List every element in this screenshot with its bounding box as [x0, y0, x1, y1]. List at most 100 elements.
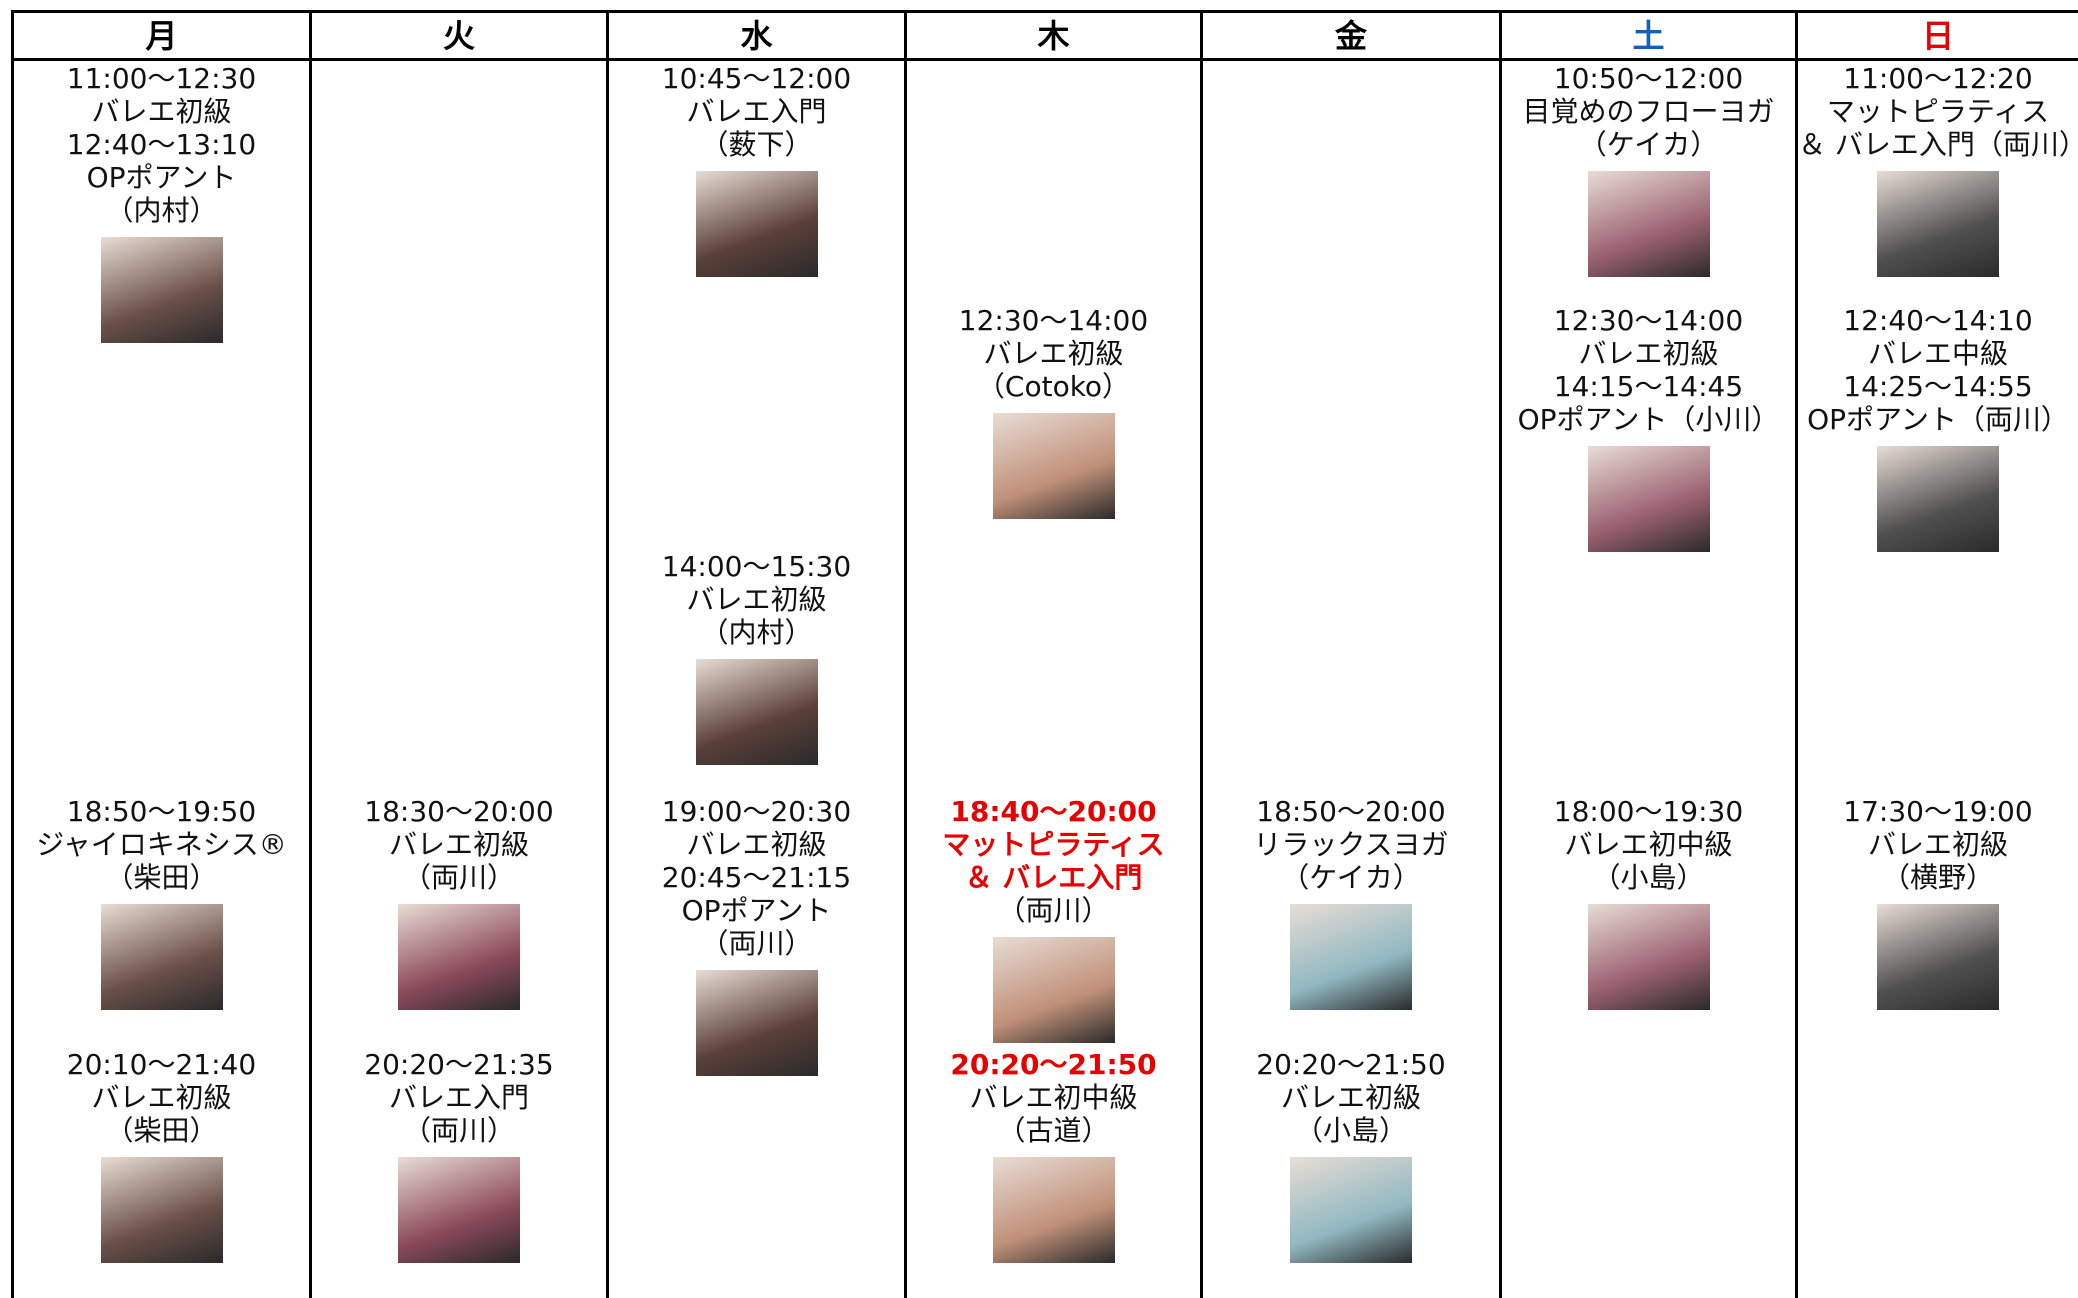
- class-text: 20:20〜21:50: [1256, 1048, 1446, 1081]
- class-text: 18:30〜20:00: [364, 795, 554, 828]
- instructor-photo: [398, 904, 520, 1010]
- day-header: 日: [1798, 10, 2078, 61]
- class-entry: 12:30〜14:00 バレエ初級 14:15〜14:45 OPポアント（小川）: [1502, 304, 1795, 552]
- class-text: （薮下）: [700, 128, 813, 161]
- day-header: 月: [14, 10, 309, 61]
- class-text: 12:40〜13:10: [66, 128, 257, 161]
- class-text: ＆ バレエ入門: [964, 861, 1143, 894]
- instructor-photo: [100, 1157, 223, 1263]
- instructor-photo: [1587, 171, 1710, 277]
- class-text: （両川）: [700, 927, 813, 960]
- class-text: 12:40〜14:10: [1843, 304, 2033, 337]
- class-text: ＆ バレエ入門（両川）: [1798, 128, 2078, 161]
- instructor-photo: [992, 937, 1115, 1043]
- class-text: （ケイカ）: [1281, 861, 1421, 894]
- class-entry: 11:00〜12:20 マットピラティス＆ バレエ入門（両川）: [1798, 62, 2078, 277]
- day-column: 日 11:00〜12:20 マットピラティス＆ バレエ入門（両川） 12:40〜14:…: [1795, 10, 2078, 1298]
- instructor-photo: [695, 970, 818, 1076]
- class-text: バレエ初中級: [1564, 828, 1733, 861]
- class-text: （内村）: [700, 616, 813, 649]
- class-text: （両川）: [402, 1114, 515, 1147]
- instructor-photo: [1587, 904, 1710, 1010]
- class-text: リラックスヨガ: [1253, 828, 1449, 861]
- class-entry: 10:50〜12:00 目覚めのフローヨガ （ケイカ）: [1502, 62, 1795, 277]
- instructor-photo: [992, 1157, 1115, 1263]
- class-text: 20:20〜21:35: [364, 1048, 554, 1081]
- day-column: 土 10:50〜12:00 目覚めのフローヨガ （ケイカ） 12:30〜14:00 バレエ…: [1499, 10, 1795, 1298]
- instructor-photo: [1290, 904, 1412, 1010]
- class-entry: 20:20〜21:35 バレエ入門 （両川）: [312, 1048, 606, 1263]
- instructor-photo: [100, 237, 223, 343]
- class-text: （ケイカ）: [1578, 128, 1719, 161]
- instructor-photo: [695, 171, 818, 277]
- instructor-photo: [1290, 1157, 1412, 1263]
- class-entry: 19:00〜20:30 バレエ初級 20:45〜21:15 OPポアント （両川）: [609, 795, 904, 1076]
- class-text: マットピラティス: [942, 828, 1165, 861]
- class-text: 10:45〜12:00: [661, 62, 852, 95]
- class-text: 20:20〜21:50: [950, 1048, 1157, 1081]
- class-text: 14:00〜15:30: [661, 550, 852, 583]
- day-column: 木 12:30〜14:00 バレエ初級 （Cotoko） 18:40〜20:00 マットピ…: [904, 10, 1200, 1298]
- class-text: バレエ中級: [1867, 337, 2008, 370]
- class-text: バレエ入門: [388, 1081, 529, 1114]
- class-text: OPポアント: [681, 894, 832, 927]
- day-header: 土: [1502, 10, 1795, 61]
- class-entry: 14:00〜15:30 バレエ初級 （内村）: [609, 550, 904, 765]
- day-column: 火 18:30〜20:00 バレエ初級 （両川） 20:20〜21:35 バレエ入門 （両川…: [309, 10, 606, 1298]
- day-column: 水 10:45〜12:00 バレエ入門 （薮下） 14:00〜15:30 バレエ初級 （内村…: [606, 10, 904, 1298]
- class-text: 18:40〜20:00: [950, 795, 1157, 828]
- class-text: OPポアント（小川）: [1517, 403, 1780, 436]
- class-text: バレエ入門: [686, 95, 827, 128]
- day-header: 木: [907, 10, 1200, 61]
- class-text: 18:50〜20:00: [1256, 795, 1446, 828]
- class-text: （両川）: [402, 861, 515, 894]
- class-text: （柴田）: [105, 1114, 218, 1147]
- class-text: 目覚めのフローヨガ: [1522, 95, 1775, 128]
- class-entry: 18:50〜20:00 リラックスヨガ （ケイカ）: [1203, 795, 1499, 1010]
- class-entry: 12:40〜14:10 バレエ中級 14:25〜14:55 OPポアント（両川）: [1798, 304, 2078, 552]
- class-text: 11:00〜12:30: [66, 62, 257, 95]
- instructor-photo: [1877, 446, 1999, 552]
- class-entry: 10:45〜12:00 バレエ入門 （薮下）: [609, 62, 904, 277]
- class-text: 12:30〜14:00: [1553, 304, 1744, 337]
- instructor-photo: [992, 413, 1115, 519]
- instructor-photo: [1877, 904, 1999, 1010]
- day-column: 金 18:50〜20:00 リラックスヨガ （ケイカ） 20:20〜21:50 バレエ初級…: [1200, 10, 1499, 1298]
- class-text: （小島）: [1294, 1114, 1407, 1147]
- class-entry: 17:30〜19:00 バレエ初級 （横野）: [1798, 795, 2078, 1010]
- class-entry: 20:20〜21:50 バレエ初中級 （古道）: [907, 1048, 1200, 1263]
- class-text: 10:50〜12:00: [1553, 62, 1744, 95]
- class-text: バレエ初級: [91, 95, 232, 128]
- day-header: 金: [1203, 10, 1499, 61]
- class-text: 14:25〜14:55: [1843, 370, 2033, 403]
- class-text: バレエ初級: [1867, 828, 2008, 861]
- class-text: （内村）: [105, 194, 218, 227]
- instructor-photo: [695, 659, 818, 765]
- class-text: （両川）: [997, 894, 1110, 927]
- class-entry: 18:30〜20:00 バレエ初級 （両川）: [312, 795, 606, 1010]
- class-text: バレエ初級: [1578, 337, 1719, 370]
- class-text: 12:30〜14:00: [958, 304, 1149, 337]
- day-header: 水: [609, 10, 904, 61]
- class-text: 11:00〜12:20: [1843, 62, 2033, 95]
- class-text: OPポアント（両川）: [1807, 403, 2069, 436]
- class-text: バレエ初級: [91, 1081, 232, 1114]
- class-text: （Cotoko）: [976, 370, 1131, 403]
- class-entry: 12:30〜14:00 バレエ初級 （Cotoko）: [907, 304, 1200, 519]
- class-text: バレエ初級: [686, 828, 827, 861]
- instructor-photo: [398, 1157, 520, 1263]
- class-text: （小島）: [1592, 861, 1705, 894]
- class-entry: 18:50〜19:50 ジャイロキネシス® （柴田）: [14, 795, 309, 1010]
- class-text: （古道）: [997, 1114, 1110, 1147]
- class-text: OPポアント: [86, 161, 237, 194]
- instructor-photo: [1587, 446, 1710, 552]
- class-text: （横野）: [1881, 861, 1994, 894]
- class-text: 18:00〜19:30: [1553, 795, 1744, 828]
- class-entry: 20:10〜21:40 バレエ初級 （柴田）: [14, 1048, 309, 1263]
- class-text: ジャイロキネシス®: [36, 828, 287, 861]
- class-text: 18:50〜19:50: [66, 795, 257, 828]
- day-header: 火: [312, 10, 606, 61]
- instructor-photo: [1877, 171, 1999, 277]
- class-text: 17:30〜19:00: [1843, 795, 2033, 828]
